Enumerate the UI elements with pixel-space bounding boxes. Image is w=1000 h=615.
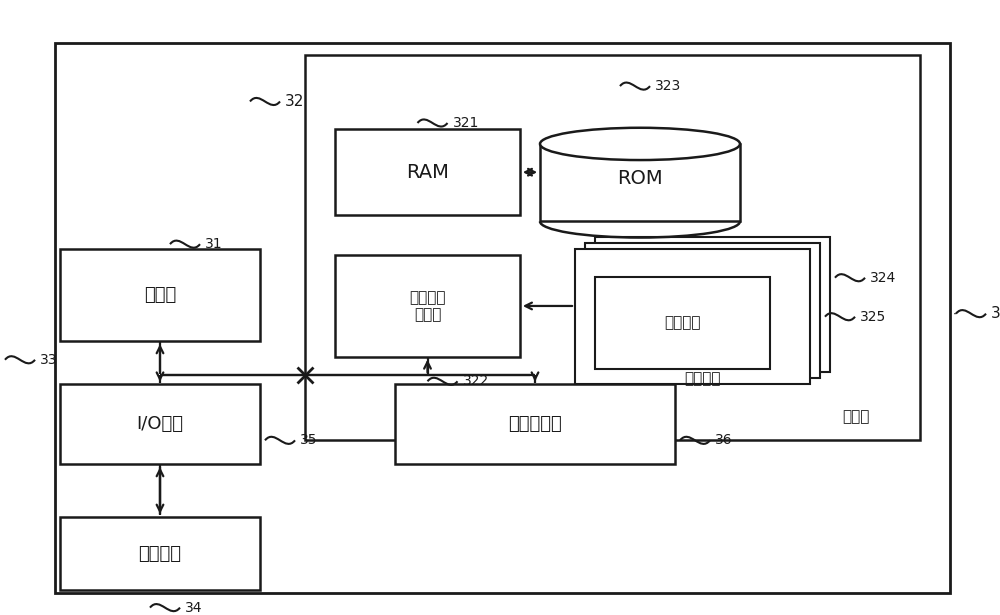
Text: 外部设备: 外部设备: [138, 544, 182, 563]
Bar: [395, 384, 675, 464]
Text: 35: 35: [300, 434, 318, 447]
Text: 33: 33: [40, 353, 58, 367]
Bar: [335, 255, 520, 357]
Text: 31: 31: [205, 237, 223, 251]
Text: 程序模块: 程序模块: [664, 315, 701, 330]
Text: 高速缓存
存储器: 高速缓存 存储器: [409, 290, 446, 322]
Bar: [595, 237, 830, 372]
Text: 322: 322: [462, 375, 489, 388]
Text: 324: 324: [870, 271, 896, 285]
Text: 存储器: 存储器: [843, 410, 870, 424]
Text: 处理器: 处理器: [144, 286, 176, 304]
Text: 321: 321: [452, 116, 479, 130]
Bar: [575, 249, 810, 384]
Bar: [305, 55, 920, 440]
Bar: [540, 144, 740, 221]
Text: 网络适配器: 网络适配器: [508, 415, 562, 434]
Bar: [60, 249, 260, 341]
Text: 32: 32: [285, 94, 304, 109]
Text: 34: 34: [185, 601, 203, 614]
Text: 36: 36: [715, 434, 733, 447]
Bar: [55, 43, 950, 593]
Bar: [595, 277, 770, 369]
Text: RAM: RAM: [406, 163, 449, 181]
Ellipse shape: [540, 128, 740, 160]
Text: I/O接口: I/O接口: [136, 415, 184, 434]
Bar: [60, 384, 260, 464]
Bar: [585, 243, 820, 378]
Text: ROM: ROM: [617, 169, 663, 188]
Bar: [60, 517, 260, 590]
Text: 323: 323: [655, 79, 681, 93]
Bar: [335, 129, 520, 215]
Text: 30: 30: [991, 306, 1000, 321]
Text: 程序工具: 程序工具: [684, 371, 721, 386]
Text: 325: 325: [860, 310, 886, 323]
